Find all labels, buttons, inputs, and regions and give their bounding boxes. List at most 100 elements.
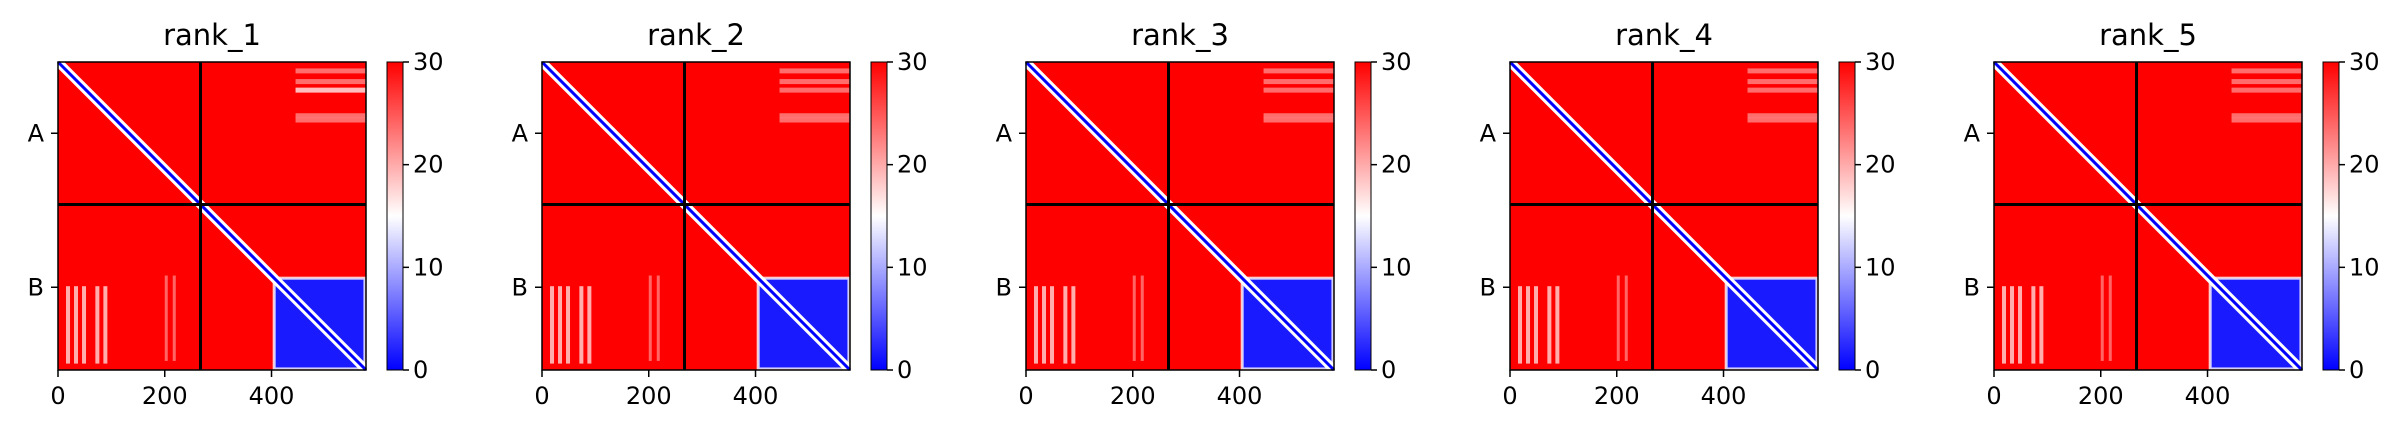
panel-1: rank_1 0 200 400 A B 0 10 20 30: [28, 18, 444, 410]
faint-stripe: [2100, 275, 2104, 361]
interchain-stripe: [587, 286, 592, 364]
interchain-stripe: [95, 286, 100, 364]
low-error-block-edge: [756, 276, 851, 371]
panel-title: rank_4: [1615, 18, 1713, 52]
panel-3: rank_3 0 200 400 A B 0 10 20 30: [996, 18, 1412, 410]
interchain-band: [295, 117, 366, 123]
interchain-stripe: [1518, 286, 1523, 364]
colorbar-tick-label: 10: [1865, 253, 1896, 281]
interchain-band: [779, 68, 850, 74]
panel-title: rank_5: [2099, 18, 2197, 52]
faint-stripe: [648, 275, 652, 361]
interchain-stripe: [1071, 286, 1076, 364]
faint-stripe: [656, 275, 660, 361]
x-tick-label: 200: [1594, 382, 1640, 410]
x-tick-label: 0: [1986, 382, 2001, 410]
colorbar-tick-label: 20: [1865, 151, 1896, 179]
interchain-band: [1263, 68, 1334, 74]
faint-stripe: [172, 275, 176, 361]
y-tick-label: B: [512, 273, 528, 301]
faint-stripe: [164, 275, 168, 361]
y-tick-label: A: [512, 119, 529, 147]
panel-title: rank_2: [647, 18, 745, 52]
colorbar-frame: [870, 61, 888, 371]
interchain-band: [2231, 79, 2302, 85]
interchain-band: [2231, 113, 2302, 119]
colorbar-tick-label: 30: [413, 48, 444, 76]
x-tick-label: 400: [2185, 382, 2231, 410]
colorbar-tick-label: 20: [413, 151, 444, 179]
colorbar: [387, 62, 403, 370]
colorbar-tick-label: 30: [897, 48, 928, 76]
interchain-stripe: [1034, 286, 1039, 364]
low-error-block-edge: [272, 276, 367, 371]
x-tick-label: 400: [1701, 382, 1747, 410]
interchain-stripe: [550, 286, 555, 364]
colorbar-frame: [2322, 61, 2340, 371]
interchain-stripe: [558, 286, 563, 364]
y-tick-label: A: [996, 119, 1013, 147]
interchain-band: [1747, 87, 1818, 93]
interchain-stripe: [2039, 286, 2044, 364]
low-error-block-edge: [1724, 276, 1819, 371]
interchain-stripe: [2002, 286, 2007, 364]
interchain-stripe: [566, 286, 571, 364]
colorbar-tick-label: 10: [897, 253, 928, 281]
interchain-stripe: [2031, 286, 2036, 364]
faint-stripe: [1132, 275, 1136, 361]
interchain-stripe: [1042, 286, 1047, 364]
interchain-stripe: [1555, 286, 1560, 364]
low-error-block-edge: [2208, 276, 2303, 371]
colorbar-tick-label: 0: [1381, 356, 1396, 384]
interchain-band: [2231, 87, 2302, 93]
diagonal-line: [1992, 60, 2304, 372]
diagonal-line: [540, 60, 852, 372]
panel-5: rank_5 0 200 400 A B 0 10 20 30: [1964, 18, 2380, 410]
diagonal-line: [56, 60, 368, 372]
x-tick-label: 400: [1217, 382, 1263, 410]
colorbar-tick-label: 30: [2349, 48, 2380, 76]
colorbar: [1839, 62, 1855, 370]
interchain-stripe: [1534, 286, 1539, 364]
axes-frame: [1993, 61, 2303, 371]
faint-stripe: [1140, 275, 1144, 361]
y-tick-label: A: [1480, 119, 1497, 147]
x-tick-label: 200: [142, 382, 188, 410]
colorbar-frame: [386, 61, 404, 371]
faint-stripe: [1624, 275, 1628, 361]
colorbar-tick-label: 0: [897, 356, 912, 384]
y-tick-label: B: [996, 273, 1012, 301]
axes-frame: [1025, 61, 1335, 371]
colorbar-tick-label: 20: [897, 151, 928, 179]
colorbar-tick-label: 0: [2349, 356, 2364, 384]
interchain-stripe: [579, 286, 584, 364]
interchain-band: [1263, 87, 1334, 93]
interchain-band: [779, 79, 850, 85]
interchain-band: [1263, 113, 1334, 119]
interchain-band: [1747, 79, 1818, 85]
colorbar-tick-label: 20: [1381, 151, 1412, 179]
x-tick-label: 200: [626, 382, 672, 410]
x-tick-label: 0: [1018, 382, 1033, 410]
colorbar: [2323, 62, 2339, 370]
y-tick-label: A: [1964, 119, 1981, 147]
interchain-stripe: [1050, 286, 1055, 364]
interchain-stripe: [82, 286, 87, 364]
interchain-band: [779, 113, 850, 119]
interchain-band: [1263, 79, 1334, 85]
interchain-stripe: [74, 286, 79, 364]
y-tick-label: A: [28, 119, 45, 147]
interchain-band: [295, 68, 366, 74]
x-tick-label: 200: [2078, 382, 2124, 410]
colorbar-tick-label: 10: [1381, 253, 1412, 281]
diagonal-line: [1508, 60, 1820, 372]
y-tick-label: B: [1964, 273, 1980, 301]
interchain-stripe: [1526, 286, 1531, 364]
axes-frame: [1509, 61, 1819, 371]
interchain-stripe: [66, 286, 71, 364]
x-tick-label: 400: [249, 382, 295, 410]
panel-2: rank_2 0 200 400 A B 0 10 20 30: [512, 18, 928, 410]
colorbar-frame: [1838, 61, 1856, 371]
y-tick-label: B: [1480, 273, 1496, 301]
